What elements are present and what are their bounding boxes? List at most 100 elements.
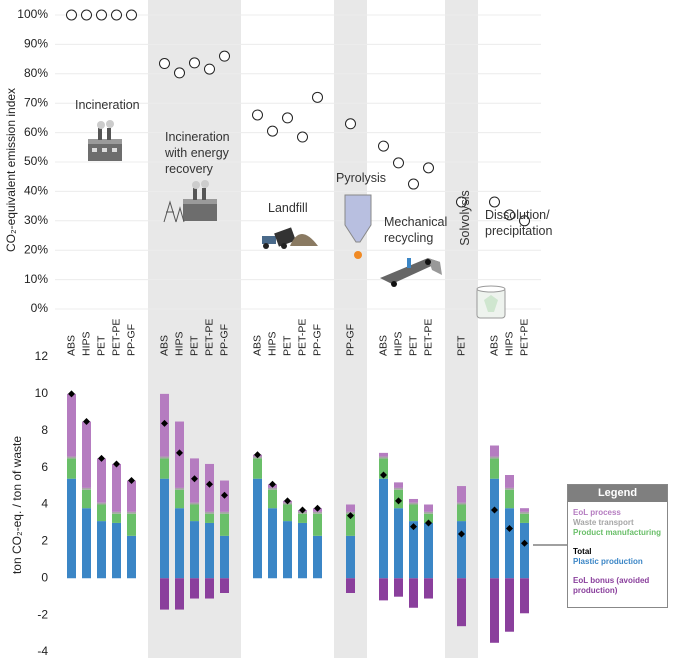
marker — [282, 112, 293, 124]
total-marker — [458, 530, 465, 538]
bar-segment — [268, 508, 277, 579]
bar-segment — [253, 478, 262, 579]
legend-entry: Total — [573, 547, 592, 556]
total-marker — [521, 539, 528, 547]
marker — [66, 9, 77, 21]
legend-entry: EoL bonus (avoided production) — [573, 576, 650, 595]
total-marker — [410, 523, 417, 531]
marker — [81, 9, 92, 21]
bar-segment — [160, 478, 169, 579]
marker — [456, 196, 467, 208]
bar-segment — [97, 521, 106, 579]
bar-segment — [205, 513, 214, 523]
y-tick-label: 30% — [24, 213, 48, 227]
group-label: Incineration — [75, 98, 140, 112]
marker — [96, 9, 107, 21]
bar-segment — [424, 504, 433, 512]
marker — [204, 63, 215, 75]
y-tick-label: 100% — [17, 7, 48, 21]
bar-segment — [127, 511, 136, 514]
total-marker — [176, 449, 183, 457]
bar-segment — [424, 522, 433, 579]
bar-segment — [424, 511, 433, 514]
legend-entry: Waste transport — [573, 518, 634, 527]
bar-segment — [394, 508, 403, 579]
marker — [345, 118, 356, 130]
y-tick-label: 6 — [41, 460, 48, 474]
bar-segment — [67, 393, 76, 457]
x-tick-label: ABS — [158, 335, 170, 356]
group-label: Pyrolysis — [336, 171, 387, 185]
x-tick-label: ABS — [65, 335, 77, 356]
bar-segment — [520, 522, 529, 579]
y-tick-label: 0 — [41, 570, 48, 584]
bar-segment — [520, 511, 529, 514]
y-tick-label: -2 — [37, 607, 48, 621]
bar-segment — [490, 458, 499, 479]
y-tick-label: 40% — [24, 184, 48, 198]
icon-mechanical — [380, 258, 442, 287]
bar-segment — [490, 578, 499, 643]
bar-segment — [490, 445, 499, 457]
x-tick-label: PET-PE — [203, 319, 215, 356]
bar-segment — [346, 513, 355, 536]
bar-segment — [457, 578, 466, 627]
bar-segment — [505, 475, 514, 488]
x-tick-label: HIPS — [503, 331, 515, 356]
bar-segment — [379, 578, 388, 601]
y-tick-label: 2 — [41, 534, 48, 548]
bar-segment — [409, 578, 418, 608]
icon-landfill — [262, 227, 318, 249]
total-marker — [206, 480, 213, 488]
x-tick-label: PET — [407, 335, 419, 356]
group-label: Landfill — [268, 201, 308, 215]
bar-segment — [457, 502, 466, 505]
bar-segment — [268, 487, 277, 490]
total-marker — [128, 477, 135, 485]
bar-segment — [190, 521, 199, 579]
bar-segment — [505, 487, 514, 490]
y-tick-label: 12 — [35, 349, 49, 363]
bar-segment — [205, 511, 214, 514]
total-marker — [347, 512, 354, 520]
icon-incineration — [88, 120, 122, 161]
x-tick-label: PET-PE — [422, 319, 434, 356]
bar-segment — [253, 458, 262, 479]
x-tick-label: PP-GF — [344, 324, 356, 356]
marker — [126, 9, 137, 21]
x-tick-label: ABS — [488, 335, 500, 356]
bar-segment — [112, 511, 121, 514]
bar-segment — [346, 578, 355, 593]
x-tick-label: ABS — [377, 335, 389, 356]
bar-segment — [313, 513, 322, 536]
marker — [252, 109, 263, 121]
bar-segment — [379, 478, 388, 579]
total-marker — [191, 475, 198, 483]
legend-entry: Product manufacturing — [573, 528, 662, 537]
bar-segment — [283, 521, 292, 579]
group-label: Dissolution/ precipitation — [485, 208, 553, 238]
bar-segment — [205, 522, 214, 579]
bar-segment — [127, 513, 136, 536]
plot: ABS HIPS PET PET-PE PP-GF ABS HIPS PET PET-PE PP-… — [4, 7, 530, 658]
bar-segment — [67, 478, 76, 579]
x-tick-label: PET-PE — [296, 319, 308, 356]
icon-energy-recovery — [163, 180, 217, 223]
x-tick-label: PET-PE — [110, 319, 122, 356]
bar-segment — [379, 456, 388, 459]
group-label: Incineration with energy recovery — [165, 130, 230, 176]
bar-segment — [520, 513, 529, 523]
total-marker — [380, 471, 387, 479]
x-tick-label: HIPS — [392, 331, 404, 356]
bar-segment — [457, 486, 466, 503]
x-tick-label: PP-GF — [125, 324, 137, 356]
bar-segment — [82, 487, 91, 490]
marker — [174, 67, 185, 79]
bar-segment — [127, 480, 136, 512]
marker — [159, 58, 170, 70]
total-marker — [506, 524, 513, 532]
bar-segment — [112, 463, 121, 512]
marker — [393, 157, 404, 169]
x-tick-label: HIPS — [80, 331, 92, 356]
